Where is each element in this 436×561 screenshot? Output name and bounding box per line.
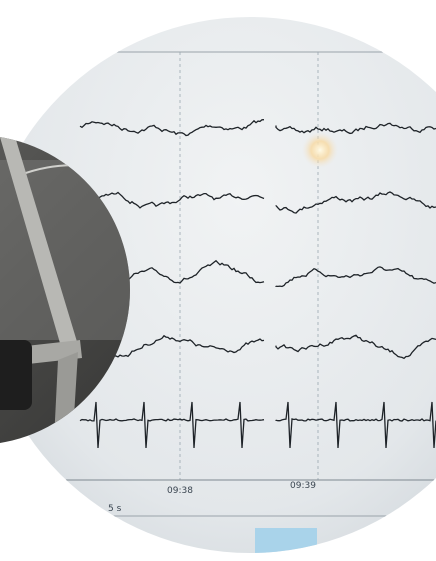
screen-button [255,528,317,558]
light-reflection [302,132,338,168]
holder-tip [4,62,16,74]
time-label: 09:39 [290,481,316,491]
holder [0,55,22,115]
time-label: 09:38 [167,486,193,496]
photo-collage: 09:37 09:38 09:39 5 s [0,0,436,561]
scale-label: 5 s [108,504,122,514]
time-label: 09:37 [38,488,64,498]
clamp [0,340,32,410]
